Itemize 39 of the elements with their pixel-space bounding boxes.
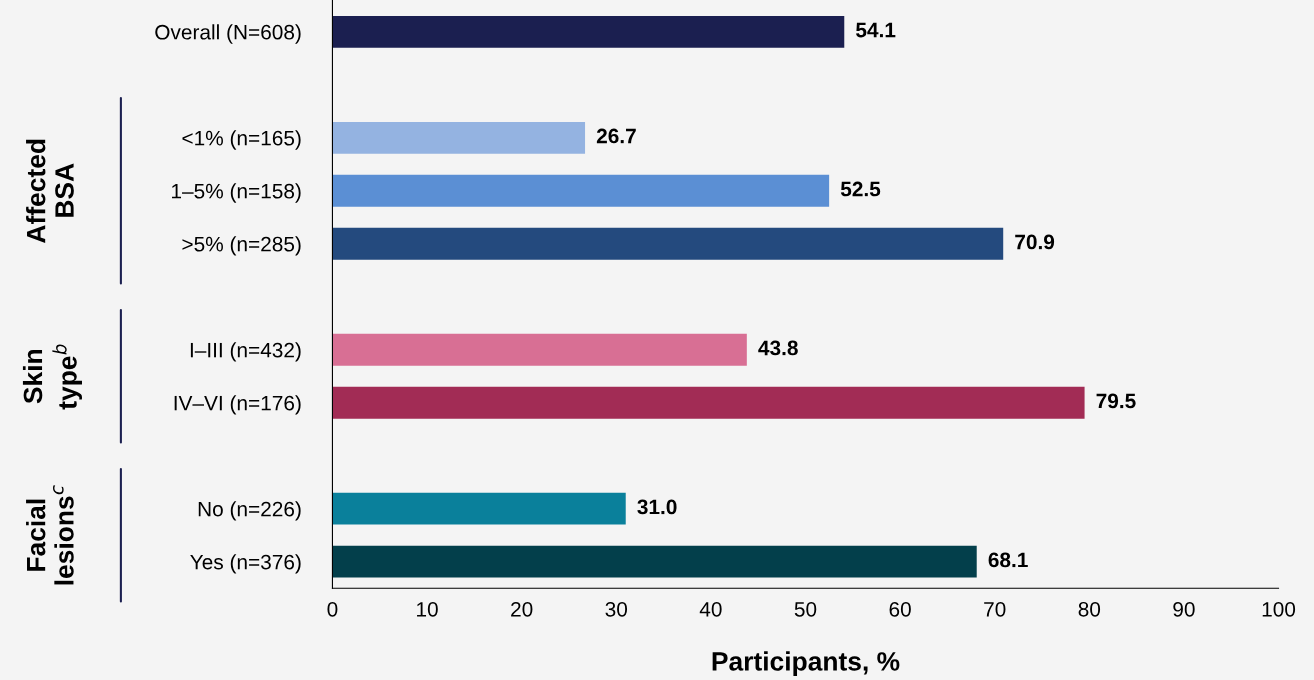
bar: [332, 492, 626, 525]
data-label: 43.8: [758, 340, 798, 356]
y-tick-label: No (n=226): [198, 501, 301, 521]
data-label: 54.1: [856, 22, 896, 38]
x-tick-label: 70: [984, 601, 1006, 617]
y-tick-label: <1% (n=165): [182, 130, 301, 150]
bar: [332, 333, 747, 366]
y-tick-label: I–III (n=432): [190, 342, 301, 362]
text: Skin type$^{b}$: [22, 344, 82, 410]
y-tick-label: 1–5% (n=158): [172, 183, 301, 203]
x-tick-label: 0: [327, 601, 338, 617]
x-tick-label: 80: [1078, 601, 1101, 617]
y-tick-label: Yes (n=376): [190, 554, 301, 574]
x-tick-label: 90: [1173, 601, 1195, 617]
data-label: 26.7: [596, 128, 636, 144]
bar: [332, 174, 830, 207]
data-label: 31.0: [637, 499, 677, 515]
bar: [332, 386, 1085, 419]
data-label: 70.9: [1015, 234, 1055, 250]
data-label: 68.1: [988, 552, 1028, 568]
y-tick-label: IV–VI (n=176): [174, 395, 301, 415]
x-axis-title: Participants, %: [712, 651, 900, 676]
bar: [332, 227, 1004, 260]
bar: [332, 121, 586, 154]
x-tick-label: 10: [417, 601, 438, 617]
x-tick-label: 50: [794, 601, 817, 617]
y-tick-label: >5% (n=285): [182, 236, 301, 256]
x-tick-label: 60: [889, 601, 911, 617]
x-tick-label: 30: [605, 601, 628, 617]
bar: [332, 15, 845, 48]
y-tick-label: Overall (N=608): [155, 24, 301, 44]
bar: [332, 545, 977, 578]
x-tick-label: 20: [511, 601, 533, 617]
x-tick-label: 100: [1262, 601, 1296, 617]
text: Affected BSA: [26, 139, 74, 243]
data-label: 79.5: [1096, 393, 1136, 409]
text: Facial lesions$^{c}$: [26, 485, 74, 585]
data-label: 52.5: [840, 181, 881, 197]
x-tick-label: 40: [699, 601, 722, 617]
